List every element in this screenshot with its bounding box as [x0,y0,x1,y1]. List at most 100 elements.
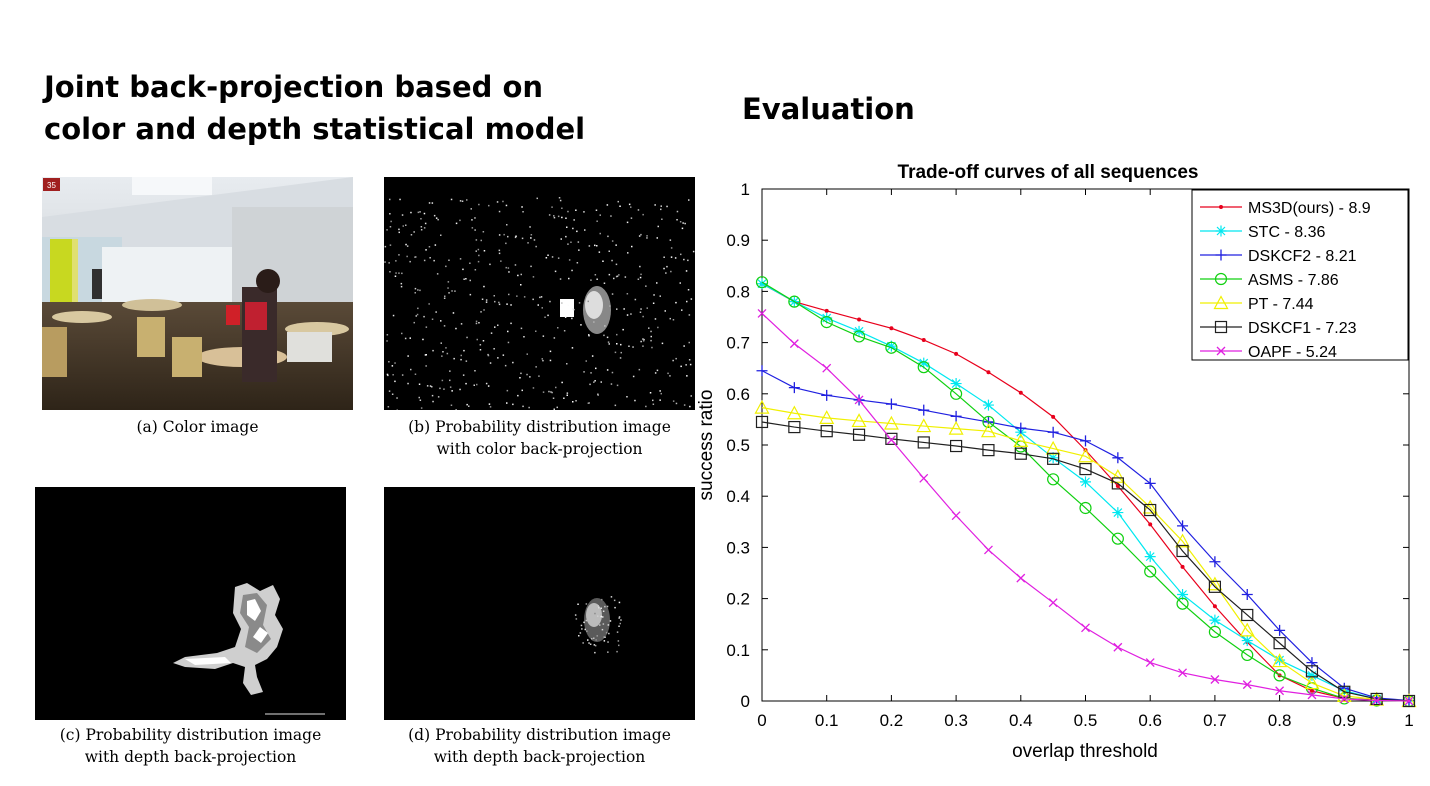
noise-pixel [618,617,620,619]
noise-pixel [688,359,691,361]
noise-pixel [528,406,530,409]
noise-pixel [487,354,490,357]
noise-pixel [389,271,391,273]
noise-pixel [475,250,477,252]
noise-pixel [557,215,560,218]
noise-pixel [598,607,600,609]
noise-pixel [570,241,572,243]
data-point [1242,680,1252,690]
noise-pixel [405,224,407,226]
noise-pixel [595,209,598,211]
noise-pixel [449,379,451,382]
y-tick-label: 0 [741,692,750,711]
noise-pixel [594,274,597,276]
data-point [918,357,930,369]
noise-pixel [637,278,640,280]
data-point [786,405,802,420]
noise-pixel [585,619,588,622]
data-point [1274,654,1286,666]
noise-pixel [474,370,476,372]
noise-pixel [659,295,661,297]
noise-pixel [455,222,458,225]
noise-pixel [578,635,580,637]
noise-pixel [552,397,555,399]
noise-pixel [431,202,434,204]
legend-label: STC - 8.36 [1248,224,1325,241]
data-point [1051,414,1056,419]
noise-pixel [498,301,500,304]
noise-pixel [585,603,588,605]
data-point [1241,589,1253,601]
noise-pixel [418,383,421,385]
noise-pixel [639,276,642,279]
noise-pixel [670,270,672,273]
data-point [1404,696,1414,706]
noise-pixel [549,359,552,362]
noise-pixel [628,345,630,347]
noise-pixel [541,307,543,309]
noise-pixel [661,218,663,220]
noise-pixel [627,252,629,254]
noise-pixel [434,244,437,246]
noise-pixel [505,242,507,245]
noise-pixel [689,363,692,366]
noise-pixel [630,206,632,208]
noise-pixel [481,298,484,300]
data-point [1014,447,1027,460]
noise-pixel [594,644,597,647]
legend-box [1191,189,1409,361]
caption-c-line-2: with depth back-projection [84,748,297,766]
noise-pixel [687,259,689,262]
data-point [1112,507,1124,519]
noise-pixel [657,225,659,228]
noise-pixel [443,325,446,327]
noise-pixel [482,231,485,233]
noise-pixel [520,284,522,286]
noise-pixel [609,305,611,307]
noise-pixel [448,259,450,261]
data-point [822,363,832,373]
caption-b: (b) Probability distribution image with … [384,416,695,460]
noise-pixel [426,385,429,387]
noise-pixel [600,615,602,618]
noise-pixel [416,313,419,316]
y-tick-label: 0.5 [726,436,750,455]
noise-pixel [589,643,592,645]
noise-pixel [645,405,647,408]
noise-pixel [512,361,514,364]
noise-pixel [651,346,653,349]
noise-pixel [610,215,612,217]
noise-pixel [521,206,523,208]
legend-label: OAPF - 5.24 [1248,344,1337,361]
data-point [1081,623,1090,633]
noise-pixel [596,245,598,247]
data-point [950,387,963,400]
noise-pixel [654,372,657,374]
noise-pixel [388,262,390,264]
noise-pixel [391,365,394,367]
noise-pixel [553,216,556,219]
noise-pixel [607,641,609,643]
noise-pixel [563,397,565,399]
noise-pixel [469,262,471,264]
noise-pixel [582,642,584,644]
noise-pixel [461,200,464,202]
noise-pixel [607,624,610,626]
noise-pixel [390,220,392,223]
noise-pixel [575,209,577,211]
noise-pixel [402,225,404,227]
noise-pixel [471,219,473,221]
noise-pixel [424,222,427,225]
noise-pixel [428,246,431,248]
data-point [788,420,801,434]
noise-pixel [639,311,642,313]
noise-pixel [423,212,426,215]
noise-pixel [604,636,606,638]
legend-entry-3: ASMS - 7.86 [1200,272,1339,289]
data-point [948,420,964,435]
noise-pixel [451,390,453,392]
noise-pixel [591,638,593,640]
data-point [852,428,866,441]
y-tick-label: 0.9 [726,231,750,250]
noise-pixel [532,298,534,301]
